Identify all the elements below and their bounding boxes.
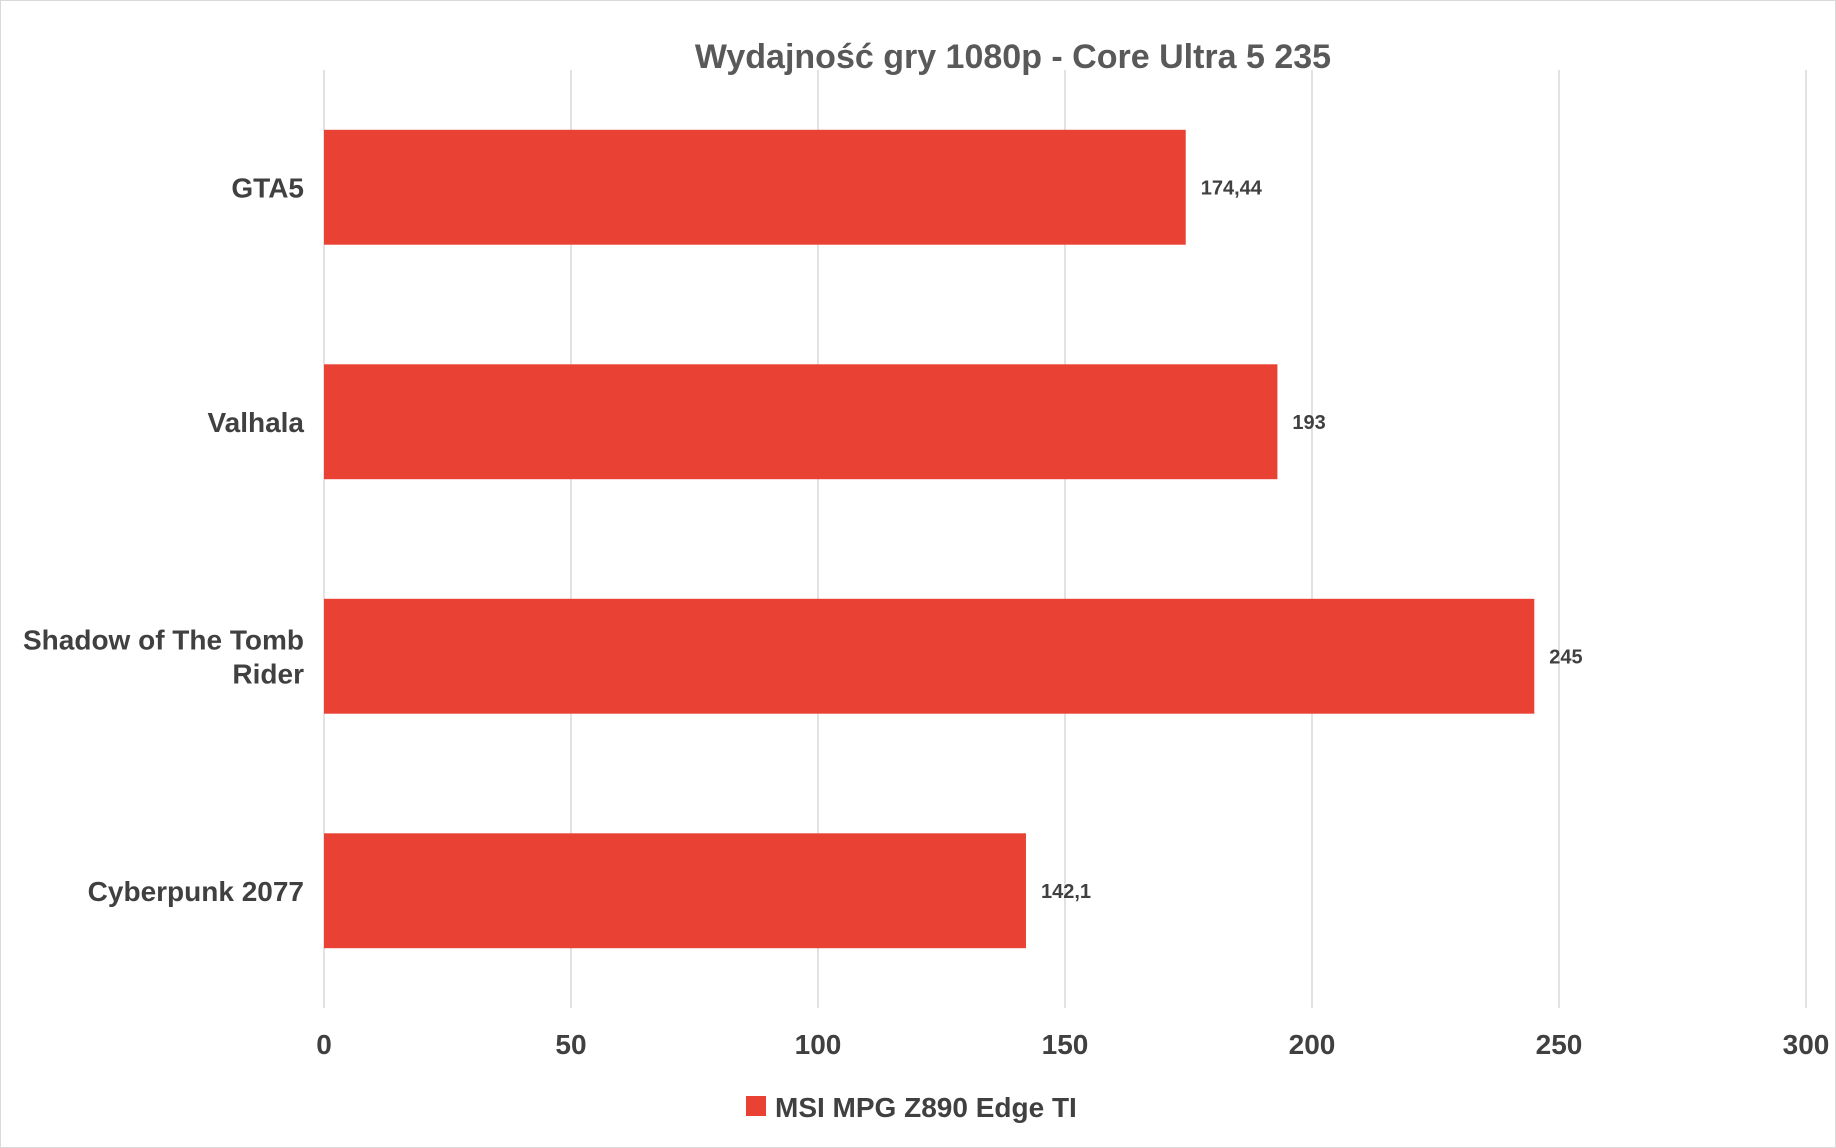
- data-labels: 174,44 193 245 142,1: [1041, 177, 1583, 903]
- legend: MSI MPG Z890 Edge TI: [746, 1092, 1077, 1123]
- data-label: 193: [1292, 412, 1325, 434]
- x-tick-label: 300: [1783, 1029, 1830, 1060]
- category-label: Shadow of The Tomb Rider: [23, 624, 304, 689]
- category-label-line: GTA5: [231, 172, 304, 203]
- legend-swatch: [746, 1096, 766, 1116]
- x-tick-label: 200: [1289, 1029, 1336, 1060]
- x-tick-label: 150: [1042, 1029, 1089, 1060]
- x-tick-label: 0: [316, 1029, 332, 1060]
- bar: [324, 833, 1026, 949]
- category-labels: GTA5 Valhala Shadow of The Tomb Rider Cyberp…: [23, 172, 304, 907]
- category-label-line: Rider: [232, 658, 304, 689]
- category-label: Cyberpunk 2077: [88, 876, 304, 907]
- data-label: 142,1: [1041, 881, 1091, 903]
- category-label-line: Shadow of The Tomb: [23, 624, 304, 655]
- x-tick-label: 250: [1536, 1029, 1583, 1060]
- x-axis-ticks: 0 50 100 150 200 250 300: [316, 1029, 1829, 1060]
- bars: [324, 129, 1535, 949]
- bar: [324, 364, 1278, 480]
- x-tick-label: 100: [795, 1029, 842, 1060]
- category-label: Valhala: [207, 407, 304, 438]
- category-label-line: Valhala: [207, 407, 304, 438]
- legend-label: MSI MPG Z890 Edge TI: [775, 1092, 1077, 1123]
- chart-title: Wydajność gry 1080p - Core Ultra 5 235: [695, 38, 1331, 76]
- x-tick-label: 50: [555, 1029, 586, 1060]
- category-label: GTA5: [231, 172, 304, 203]
- bar: [324, 598, 1535, 714]
- data-label: 174,44: [1201, 177, 1263, 199]
- bar: [324, 129, 1186, 245]
- category-label-line: Cyberpunk 2077: [88, 876, 304, 907]
- data-label: 245: [1549, 646, 1582, 668]
